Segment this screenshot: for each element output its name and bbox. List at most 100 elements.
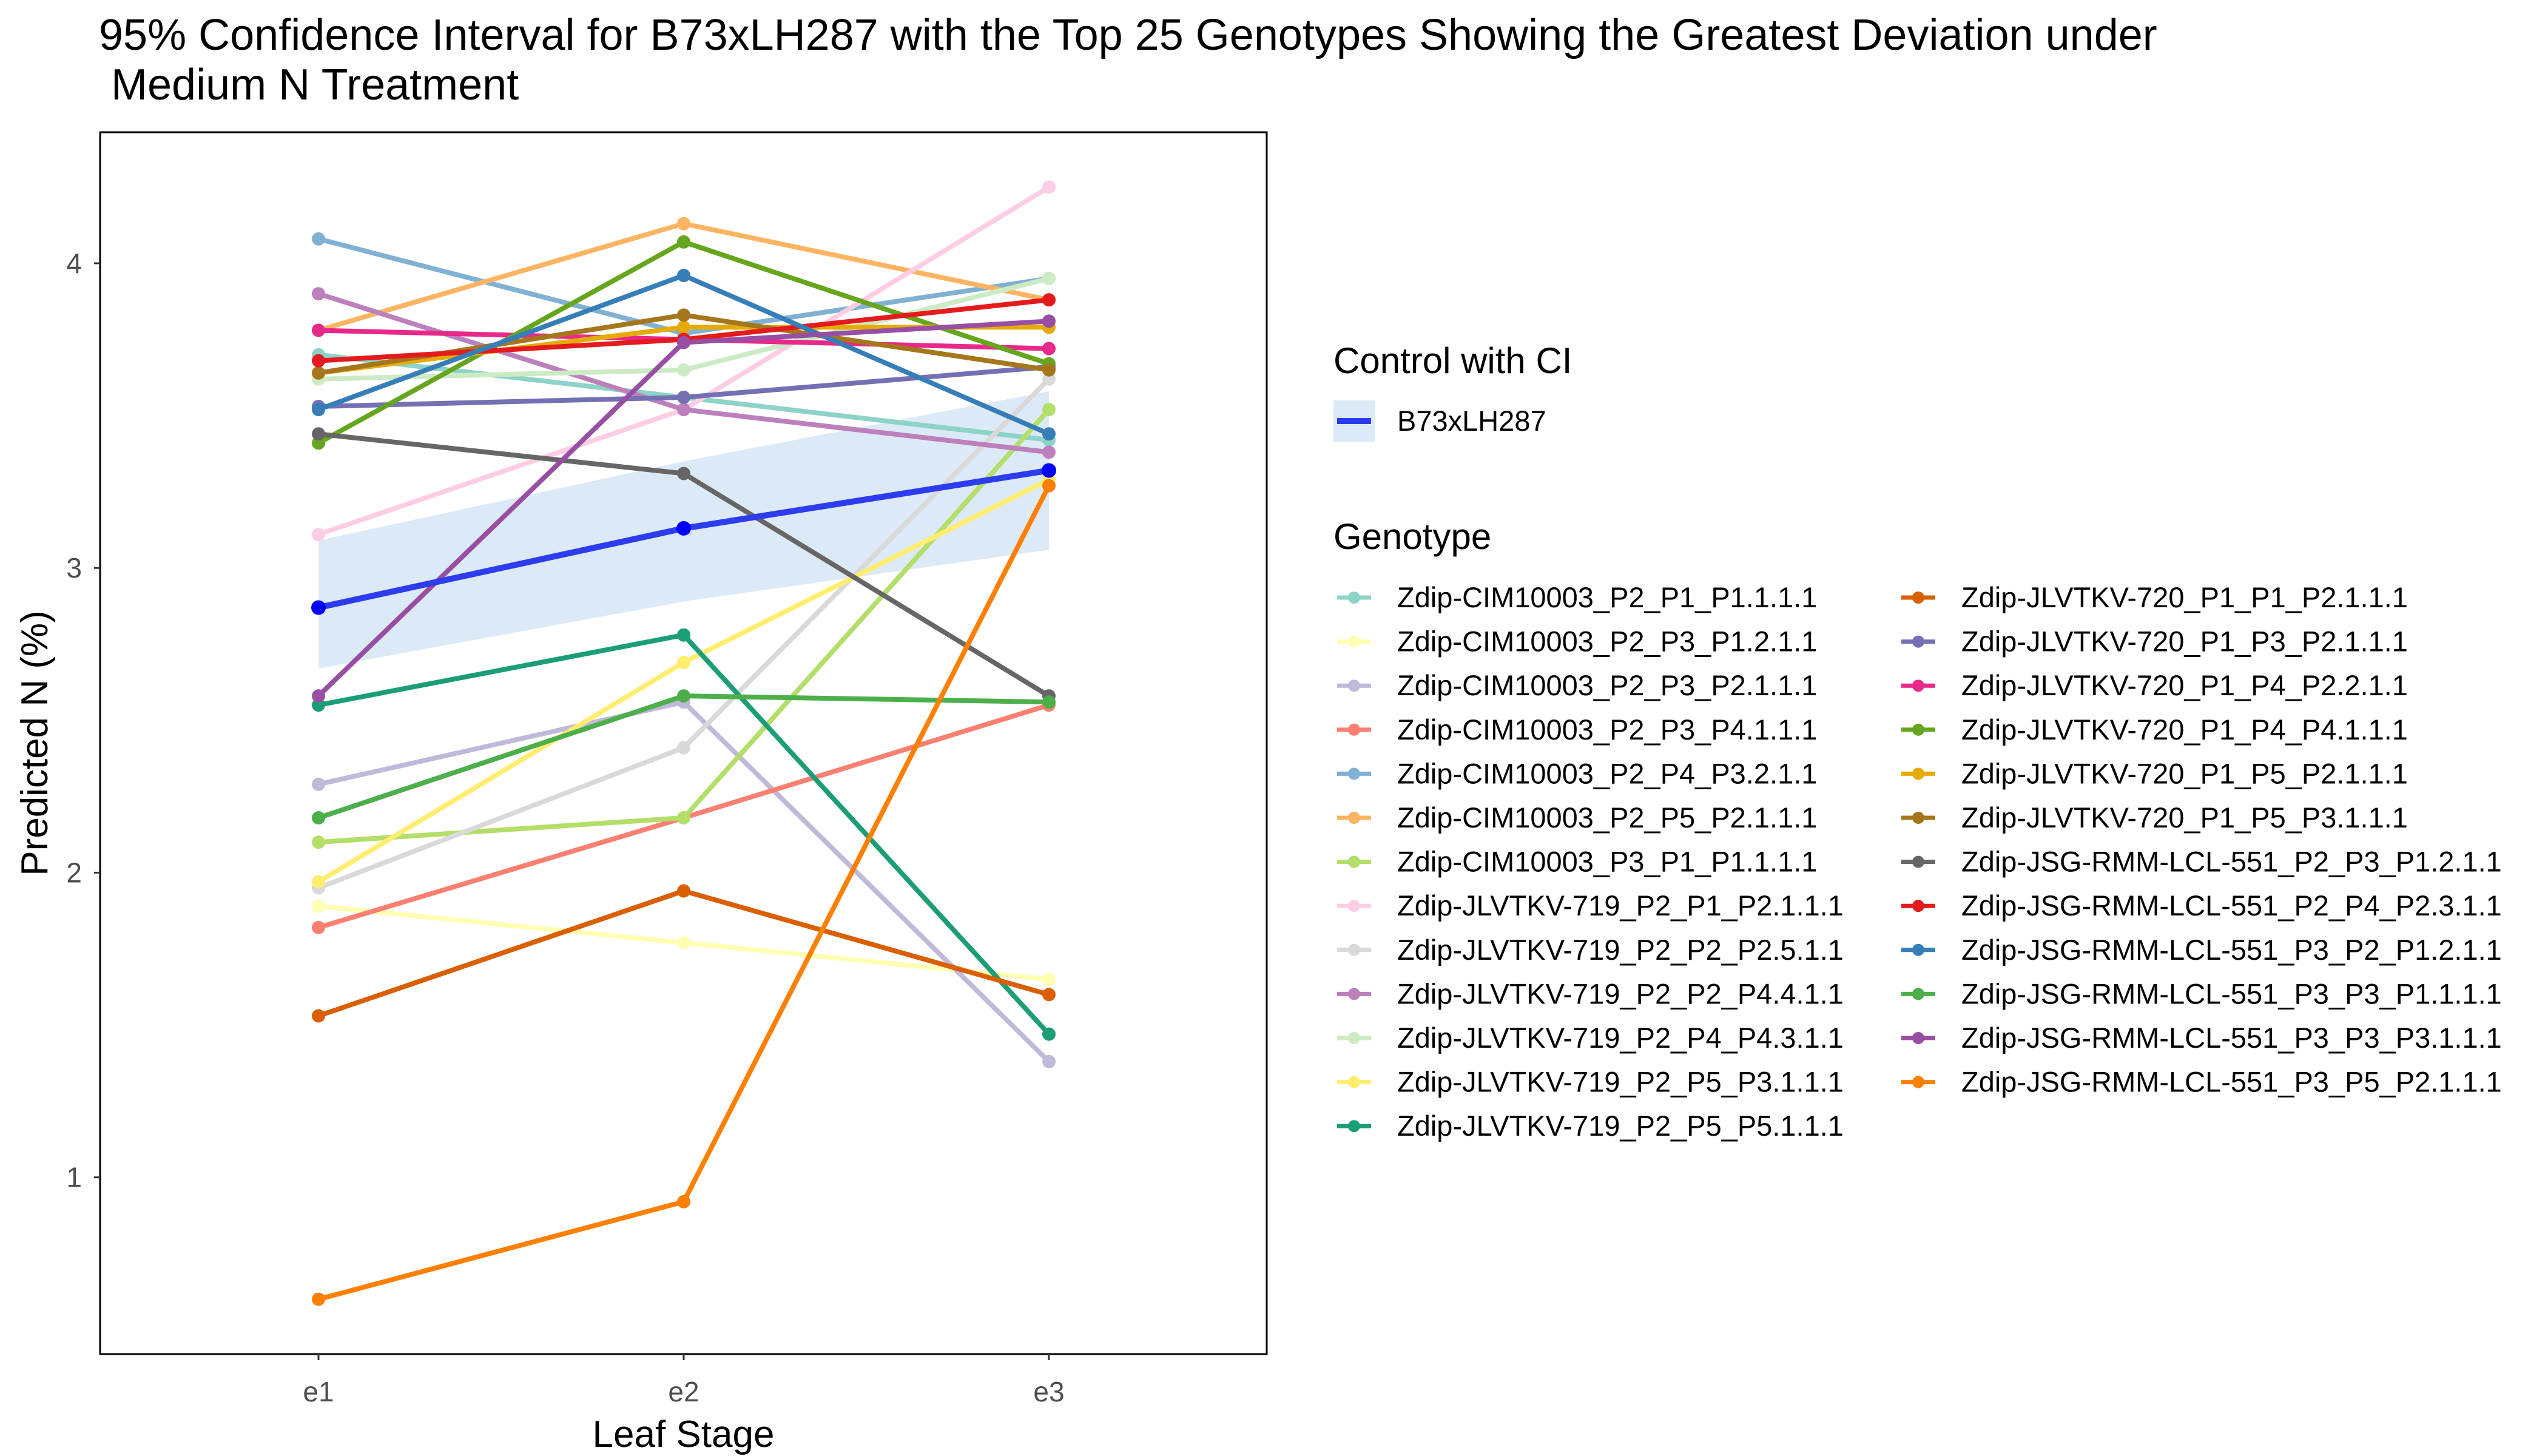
legend-point-key [1348, 1076, 1360, 1088]
legend-label: Zdip-JLVTKV-719_P2_P2_P2.5.1.1 [1397, 934, 1844, 966]
data-point-e2 [677, 467, 690, 480]
legend-item-zdip-jsg-rmm-lcl-551-p2-p4-p2-3-1-1: Zdip-JSG-RMM-LCL-551_P2_P4_P2.3.1.1 [1901, 889, 2502, 922]
data-point-e1 [312, 287, 325, 301]
legend-item-zdip-jlvtkv-720-p1-p4-p2-2-1-1: Zdip-JLVTKV-720_P1_P4_P2.2.1.1 [1901, 669, 2408, 701]
control-point-e3 [1042, 463, 1056, 478]
legend-item-zdip-jlvtkv-719-p2-p4-p4-3-1-1: Zdip-JLVTKV-719_P2_P4_P4.3.1.1 [1337, 1022, 1844, 1054]
data-point-e3 [1042, 1054, 1056, 1068]
legend-point-key [1348, 812, 1360, 824]
legend-label: Zdip-JSG-RMM-LCL-551_P3_P3_P3.1.1.1 [1961, 1022, 2502, 1054]
legend-label: Zdip-JLVTKV-720_P1_P5_P3.1.1.1 [1961, 801, 2408, 834]
data-point-e2 [677, 390, 690, 404]
data-point-e3 [1042, 180, 1056, 194]
legend-label: Zdip-JLVTKV-719_P2_P1_P2.1.1.1 [1397, 889, 1844, 922]
series-zdip-jsg-rmm-lcl-551-p3-p2-p1-2-1-1 [312, 269, 1056, 441]
data-point-e2 [677, 689, 690, 703]
legend-label: Zdip-JLVTKV-719_P2_P5_P5.1.1.1 [1397, 1110, 1844, 1142]
series-zdip-jlvtkv-719-p2-p5-p5-1-1-1 [312, 628, 1056, 1041]
legend-item-zdip-cim10003-p2-p3-p4-1-1-1: Zdip-CIM10003_P2_P3_P4.1.1.1 [1337, 713, 1817, 746]
series-zdip-cim10003-p2-p3-p1-2-1-1 [312, 899, 1056, 986]
control-point-e1 [311, 600, 326, 615]
legend-label: Zdip-JLVTKV-719_P2_P5_P3.1.1.1 [1397, 1066, 1844, 1098]
y-tick-label-2: 2 [66, 857, 82, 888]
legend-point-key [1912, 679, 1924, 692]
data-point-e3 [1042, 403, 1056, 417]
legend-label: Zdip-JSG-RMM-LCL-551_P3_P5_P2.1.1.1 [1961, 1066, 2502, 1098]
axes: 1 2 3 4 e1 e2 e3 Leaf Stage Predicted N (%) [14, 131, 1268, 1455]
series-zdip-jlvtkv-720-p1-p4-p4-1-1-1 [312, 235, 1056, 450]
data-point-e1 [312, 366, 325, 380]
legend-item-zdip-jsg-rmm-lcl-551-p3-p3-p1-1-1-1: Zdip-JSG-RMM-LCL-551_P3_P3_P1.1.1.1 [1901, 977, 2502, 1009]
legend-label: Zdip-CIM10003_P2_P1_P1.1.1.1 [1397, 581, 1817, 613]
data-point-e2 [677, 811, 690, 825]
legend-item-zdip-cim10003-p2-p3-p2-1-1-1: Zdip-CIM10003_P2_P3_P2.1.1.1 [1337, 669, 1817, 701]
legend-point-key [1348, 855, 1360, 868]
legend-label: Zdip-JLVTKV-720_P1_P4_P2.2.1.1 [1961, 669, 2408, 701]
chart-title-line-1: 95% Confidence Interval for B73xLH287 wi… [99, 11, 2157, 59]
data-point-e1 [312, 835, 325, 849]
data-point-e2 [677, 235, 690, 249]
legend-item-zdip-jlvtkv-720-p1-p5-p2-1-1-1: Zdip-JLVTKV-720_P1_P5_P2.1.1.1 [1901, 757, 2408, 789]
legend-item-zdip-jlvtkv-720-p1-p5-p3-1-1-1: Zdip-JLVTKV-720_P1_P5_P3.1.1.1 [1901, 801, 2408, 834]
data-point-e1 [312, 1009, 325, 1023]
legend-point-key [1912, 812, 1924, 824]
legend-label: Zdip-JSG-RMM-LCL-551_P2_P3_P1.2.1.1 [1961, 846, 2502, 878]
legend-point-key [1912, 900, 1924, 912]
data-point-e2 [677, 655, 690, 669]
data-point-e1 [312, 427, 325, 441]
data-point-e3 [1042, 272, 1056, 286]
legend-point-key [1348, 1120, 1360, 1133]
legend-point-key [1912, 855, 1924, 868]
legend-control-label: B73xLH287 [1397, 405, 1546, 437]
legend-item-zdip-cim10003-p2-p1-p1-1-1-1: Zdip-CIM10003_P2_P1_P1.1.1.1 [1337, 581, 1817, 613]
legend-point-key [1912, 1032, 1924, 1044]
legend-label: Zdip-JLVTKV-719_P2_P2_P4.4.1.1 [1397, 977, 1844, 1009]
data-point-e1 [312, 777, 325, 791]
legend-label: Zdip-JSG-RMM-LCL-551_P2_P4_P2.3.1.1 [1961, 889, 2502, 922]
legend-item-zdip-jlvtkv-719-p2-p5-p3-1-1-1: Zdip-JLVTKV-719_P2_P5_P3.1.1.1 [1337, 1066, 1844, 1098]
data-point-e3 [1042, 363, 1056, 377]
legend-item-zdip-cim10003-p2-p3-p1-2-1-1: Zdip-CIM10003_P2_P3_P1.2.1.1 [1337, 625, 1817, 658]
data-point-e1 [312, 232, 325, 246]
legend-point-key [1348, 1032, 1360, 1044]
legend-label: Zdip-CIM10003_P3_P1_P1.1.1.1 [1397, 846, 1817, 878]
data-point-e1 [312, 436, 325, 450]
data-point-e2 [677, 363, 690, 377]
data-point-e3 [1042, 372, 1056, 386]
y-tick-label-1: 1 [66, 1162, 82, 1193]
data-point-e3 [1042, 479, 1056, 493]
legend-point-key [1348, 943, 1360, 956]
legend-point-key [1348, 679, 1360, 692]
legend-label: Zdip-JLVTKV-720_P1_P1_P2.1.1.1 [1961, 581, 2408, 613]
x-tick-label-e2: e2 [668, 1376, 699, 1407]
legend-item-zdip-jlvtkv-719-p2-p2-p2-5-1-1: Zdip-JLVTKV-719_P2_P2_P2.5.1.1 [1337, 934, 1844, 966]
legend-item-zdip-jlvtkv-720-p1-p3-p2-1-1-1: Zdip-JLVTKV-720_P1_P3_P2.1.1.1 [1901, 625, 2408, 658]
legend: Control with CI B73xLH287 Genotype Zdip-CIM… [1333, 340, 2502, 1142]
legend-point-key [1912, 1076, 1924, 1088]
series-zdip-jsg-rmm-lcl-551-p3-p3-p1-1-1-1 [312, 689, 1056, 825]
data-point-e2 [677, 884, 690, 898]
legend-label: Zdip-JLVTKV-720_P1_P5_P2.1.1.1 [1961, 757, 2408, 789]
legend-label: Zdip-JLVTKV-720_P1_P4_P4.1.1.1 [1961, 713, 2408, 746]
chart-title-text: 95% Confidence Interval for B73xLH287 wi… [99, 11, 2157, 109]
data-point-e1 [312, 354, 325, 368]
legend-point-key [1348, 635, 1360, 648]
data-point-e1 [312, 875, 325, 889]
legend-point-key [1912, 592, 1924, 604]
control-point-e2 [676, 521, 691, 536]
legend-label: Zdip-CIM10003_P2_P3_P4.1.1.1 [1397, 713, 1817, 746]
legend-label: Zdip-CIM10003_P2_P3_P1.2.1.1 [1397, 625, 1817, 658]
data-point-e3 [1042, 695, 1056, 709]
series-line [316, 693, 1051, 821]
data-point-e2 [677, 335, 690, 349]
legend-point-key [1348, 767, 1360, 780]
legend-item-zdip-jsg-rmm-lcl-551-p3-p5-p2-1-1-1: Zdip-JSG-RMM-LCL-551_P3_P5_P2.1.1.1 [1901, 1066, 2502, 1098]
data-point-e3 [1042, 972, 1056, 986]
legend-label: Zdip-JLVTKV-720_P1_P3_P2.1.1.1 [1961, 625, 2408, 658]
y-tick-label-4: 4 [66, 248, 82, 279]
data-point-e3 [1042, 293, 1056, 307]
chart-title-line-2: Medium N Treatment [99, 61, 519, 109]
data-point-e2 [677, 741, 690, 755]
data-point-e1 [312, 323, 325, 337]
legend-item-zdip-cim10003-p2-p4-p3-2-1-1: Zdip-CIM10003_P2_P4_P3.2.1.1 [1337, 757, 1817, 789]
